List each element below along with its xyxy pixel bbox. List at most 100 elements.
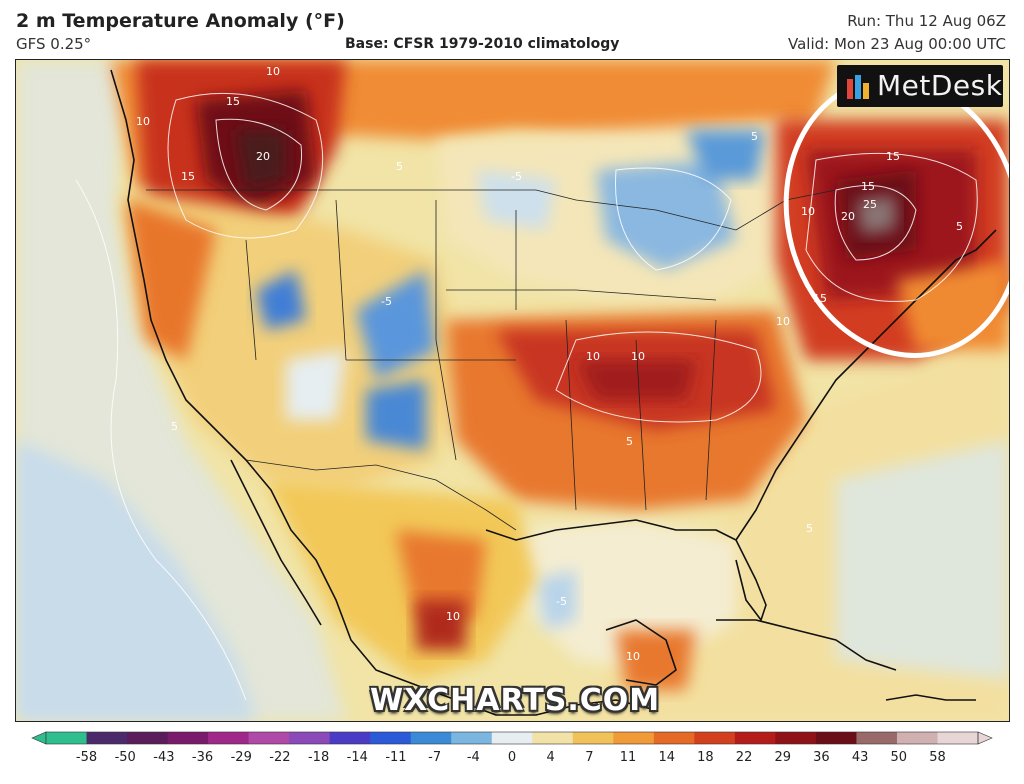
colorbar-swatch (451, 732, 493, 744)
colorbar-tick-label: 50 (890, 750, 908, 765)
gulf-cool-spot (536, 570, 576, 630)
contour-label: 5 (751, 130, 758, 143)
colorbar-swatch (410, 732, 452, 744)
colorbar-swatch (694, 732, 736, 744)
contour-label: 15 (226, 95, 240, 108)
contour-label: 10 (266, 65, 280, 78)
contour-label: 10 (626, 650, 640, 663)
colorbar-tick-label: 22 (735, 750, 753, 765)
valid-time-label: Valid: Mon 23 Aug 00:00 UTC (787, 35, 1006, 53)
chart-title: 2 m Temperature Anomaly (°F) (16, 10, 345, 32)
colorbar-swatch (127, 732, 169, 744)
map-canvas: 10 15 20 15 10 5 -5 -5 5 10 10 15 20 25 … (16, 60, 1009, 721)
colorbar-tick-label: -50 (114, 750, 136, 765)
colorbar-swatch (775, 732, 817, 744)
contour-label: 10 (776, 315, 790, 328)
pale-spot-utah (286, 350, 346, 420)
yucatan-warm (616, 630, 696, 690)
wxcharts-watermark: WXCHARTS.COM (370, 683, 661, 718)
colorbar-right-arrow (977, 731, 993, 745)
colorbar-swatch (815, 732, 857, 744)
colorbar-tick-label: 0 (507, 750, 517, 765)
mid-south-core (576, 360, 696, 400)
colorbar-tick-label: -7 (428, 750, 442, 765)
contour-label: 15 (181, 170, 195, 183)
pacific-northwest-warm (126, 200, 216, 360)
colorbar-tick-label: -4 (466, 750, 480, 765)
colorbar-swatch (613, 732, 655, 744)
colorbar-tick-label: 36 (813, 750, 830, 765)
colorbar-tick-label: -43 (153, 750, 175, 765)
contour-label: -5 (381, 295, 392, 308)
model-label: GFS 0.25° (16, 35, 92, 53)
chart-header: 2 m Temperature Anomaly (°F) GFS 0.25° B… (0, 0, 1024, 60)
colorbar-swatch (329, 732, 371, 744)
contour-label: 20 (256, 150, 270, 163)
yucatan-coastline (605, 619, 677, 686)
colorbar-swatch (653, 732, 695, 744)
state-borders (245, 199, 717, 511)
colorbar-swatch (937, 732, 979, 744)
great-lakes-cool (596, 160, 736, 270)
colorbar-legend: -58 -50 -43 -36 -29 -22 -18 -14 -11 -7 -4 0 4 7 11 14 18… (28, 728, 996, 778)
colorbar-tick-label: -58 (75, 750, 98, 765)
pacific-coastline (110, 69, 657, 716)
coastlines (110, 69, 997, 716)
contour-line (555, 331, 762, 423)
dakotas-pale (476, 170, 556, 230)
cool-spot-idaho (256, 270, 306, 330)
contour-label: 10 (631, 350, 645, 363)
pacific-cool-area (16, 440, 256, 721)
western-canada-core (236, 130, 286, 190)
contour-lines (75, 92, 978, 701)
atlantic-pale-area (836, 440, 1009, 680)
colorbar-swatch (370, 732, 412, 744)
contour-label: 25 (863, 198, 877, 211)
metdesk-logo: MetDesk (837, 65, 1003, 107)
contour-label: 5 (396, 160, 403, 173)
colorbar-left-arrow (31, 731, 47, 745)
baja-coastline (230, 459, 322, 626)
contour-label: -5 (556, 595, 567, 608)
colorbar-tick-label: 18 (697, 750, 714, 765)
contour-label: 20 (841, 210, 855, 223)
political-borders (146, 189, 837, 531)
contour-label: 5 (956, 220, 963, 233)
colorbar-swatch (572, 732, 614, 744)
mexico-warm (396, 530, 486, 620)
base-climatology-label: Base: CFSR 1979-2010 climatology (345, 36, 620, 52)
contour-label: 10 (136, 115, 150, 128)
run-time-label: Run: Thu 12 Aug 06Z (847, 12, 1006, 30)
mexico-hot (416, 600, 466, 650)
colorbar-tick-label: -11 (385, 750, 407, 765)
northeast-core (856, 195, 896, 235)
colorbar-tick-label: 14 (658, 750, 675, 765)
colorbar-tick-label: 7 (585, 750, 594, 765)
colorbar-swatch (491, 732, 533, 744)
colorbar-tick-label: 4 (546, 750, 555, 765)
contour-label: 10 (446, 610, 460, 623)
cool-spot-wyoming (356, 270, 436, 380)
colorbar-tick-label: -14 (346, 750, 368, 765)
contour-label: 15 (861, 180, 875, 193)
mexico (266, 480, 536, 680)
colorbar-tick-label: -36 (191, 750, 214, 765)
colorbar-tick-label: 29 (774, 750, 792, 765)
contour-label: 10 (801, 205, 815, 218)
colorbar-swatch (734, 732, 776, 744)
us-canada-border (146, 189, 837, 231)
contour-label: -5 (511, 170, 522, 183)
colorbar-tick-label: -18 (307, 750, 330, 765)
colorbar-tick-label: -22 (269, 750, 291, 765)
contour-label: 5 (626, 435, 633, 448)
contour-line (167, 92, 324, 239)
cuba-coastline (716, 619, 897, 671)
us-mexico-border (245, 459, 517, 531)
contour-label: 10 (586, 350, 600, 363)
colorbar-tick-label: 11 (619, 750, 637, 765)
contour-line (834, 185, 917, 261)
colorbar-swatch (896, 732, 938, 744)
colorbar-swatch (289, 732, 331, 744)
contour-line (215, 118, 303, 211)
colorbar-swatch (208, 732, 250, 744)
